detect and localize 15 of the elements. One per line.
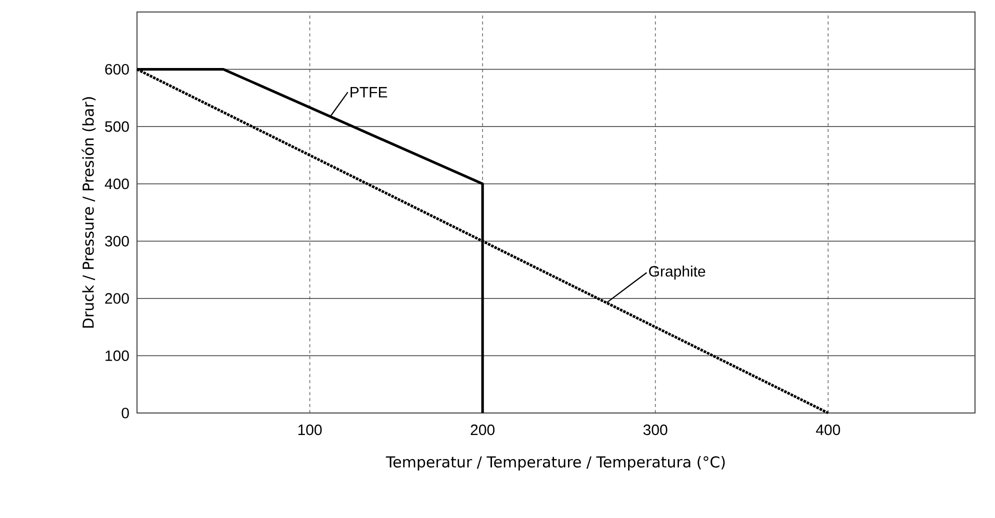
y-axis-title: Druck / Pressure / Presión (bar) (82, 97, 96, 328)
y-tick-label: 0 (122, 408, 129, 418)
y-tick-label: 100 (106, 350, 129, 362)
y-tick-label: 600 (105, 64, 129, 75)
series-label: PTFE (350, 87, 388, 98)
y-tick-label: 500 (105, 121, 129, 132)
x-tick-label: 400 (816, 424, 840, 436)
text: Graphite (649, 266, 706, 280)
x-tick-label: 100 (298, 424, 322, 436)
y-tick-label: 400 (104, 178, 129, 190)
x-tick-label: 300 (643, 424, 668, 436)
x-axis-title: Temperatur / Temperature / Temperatura (°C) (386, 456, 725, 470)
x-tick-label: 200 (470, 424, 494, 436)
y-tick-label: 200 (105, 293, 129, 304)
y-tick-label: 300 (105, 236, 129, 246)
